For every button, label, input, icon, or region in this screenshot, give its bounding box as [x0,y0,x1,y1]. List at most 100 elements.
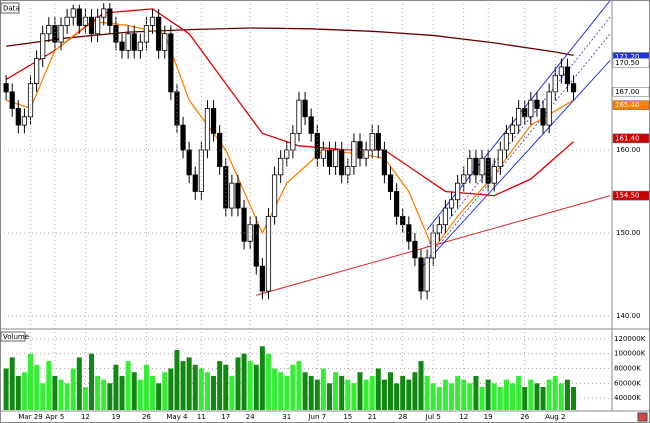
volume-bar [150,375,156,410]
candle-body [40,33,46,60]
candle-body [455,182,461,201]
price-tag-label: 167.00 [615,88,640,96]
volume-bar [58,379,64,410]
volume-bar [497,387,503,410]
volume-bar [394,383,400,410]
x-tick-label: Mar 29 [18,413,42,421]
volume-bar [272,368,278,410]
chart-title: Data [3,5,20,13]
candle-body [101,8,107,18]
candle-body [162,33,168,51]
volume-bar [388,372,394,410]
volume-bar [479,387,485,410]
volume-bar [534,383,540,410]
volume-bar [21,372,27,410]
volume-bar [186,357,192,410]
price-tag-label: 161.40 [615,134,640,142]
volume-bar [198,368,204,410]
x-tick-label: Jun 7 [307,413,326,421]
volume-bar [412,372,418,410]
volume-bar [278,372,284,410]
volume-bar [455,375,461,410]
price-panel [3,0,611,300]
volume-bar [430,383,436,410]
candle-body [278,157,284,176]
volume-bar [76,357,82,410]
volume-bar [119,375,125,410]
candle-body [534,99,540,109]
candle-body [64,16,70,26]
volume-bar [467,383,473,410]
candle-body [198,149,204,192]
volume-bar [339,375,345,410]
candle-body [448,199,455,209]
price-tag-label: 165.40 [615,101,640,109]
candle-body [546,91,552,126]
candle-body [204,108,211,151]
volume-bar [357,372,363,410]
candle-body [284,149,290,159]
volume-bar [265,353,271,410]
candle-body [339,149,345,176]
volume-bar [552,375,558,410]
candle-body [509,124,516,134]
candle-body [271,174,278,217]
volume-bar [168,368,174,410]
x-tick-label: Jul 5 [425,413,441,421]
volume-bar [473,375,479,410]
candle-body [351,141,357,167]
candle-body [107,8,113,26]
volume-bar [436,387,442,410]
volume-bar [107,383,113,410]
volume-bar [229,375,235,410]
volume-bar [3,368,9,410]
candle-body [143,25,150,43]
volume-bar [461,379,467,410]
volume-bar [314,379,320,410]
candle-body [3,83,9,93]
candle-body [113,25,119,43]
candle-body [528,99,534,118]
y-tick-label: 160.00 [616,146,641,154]
candle-body [345,166,351,176]
candle-body [210,108,217,134]
y-tick-label: 140.00 [616,312,641,320]
candle-body [375,132,381,151]
price-tag-label: 171.20 [615,53,640,61]
volume-bar [241,353,247,410]
candle-body [119,41,125,51]
volume-bar [381,379,387,410]
candle-body [558,66,564,76]
x-tick-label: 15 [343,413,352,421]
candle-body [88,16,95,35]
volume-bar [143,364,149,410]
x-tick-label: 19 [111,413,120,421]
candle-body [302,99,308,118]
candle-body [70,8,76,18]
candle-body [570,83,577,93]
volume-bar [125,361,131,410]
x-tick-label: 24 [246,413,255,421]
x-tick-label: 12 [459,413,468,421]
volume-bar [510,383,516,410]
volume-bar [95,375,101,410]
candle-body [235,182,241,209]
candle-body [168,33,174,93]
candle-body [229,182,235,209]
candle-body [320,149,326,159]
x-tick-label: 26 [142,413,151,421]
candle-body [442,207,449,226]
volume-bar [156,383,162,410]
volume-tick-label: 60000K [614,379,641,387]
candle-body [473,157,479,176]
candle-body [296,99,302,134]
candle-body [192,174,198,192]
y-tick-label: 150.00 [616,229,641,237]
volume-bar [137,379,143,410]
candle-body [259,265,265,292]
candle-body [82,16,89,26]
volume-bar [217,361,223,410]
price-tag-label: 170.50 [615,59,640,67]
volume-bar [46,361,52,410]
x-tick-label: 26 [520,413,529,421]
